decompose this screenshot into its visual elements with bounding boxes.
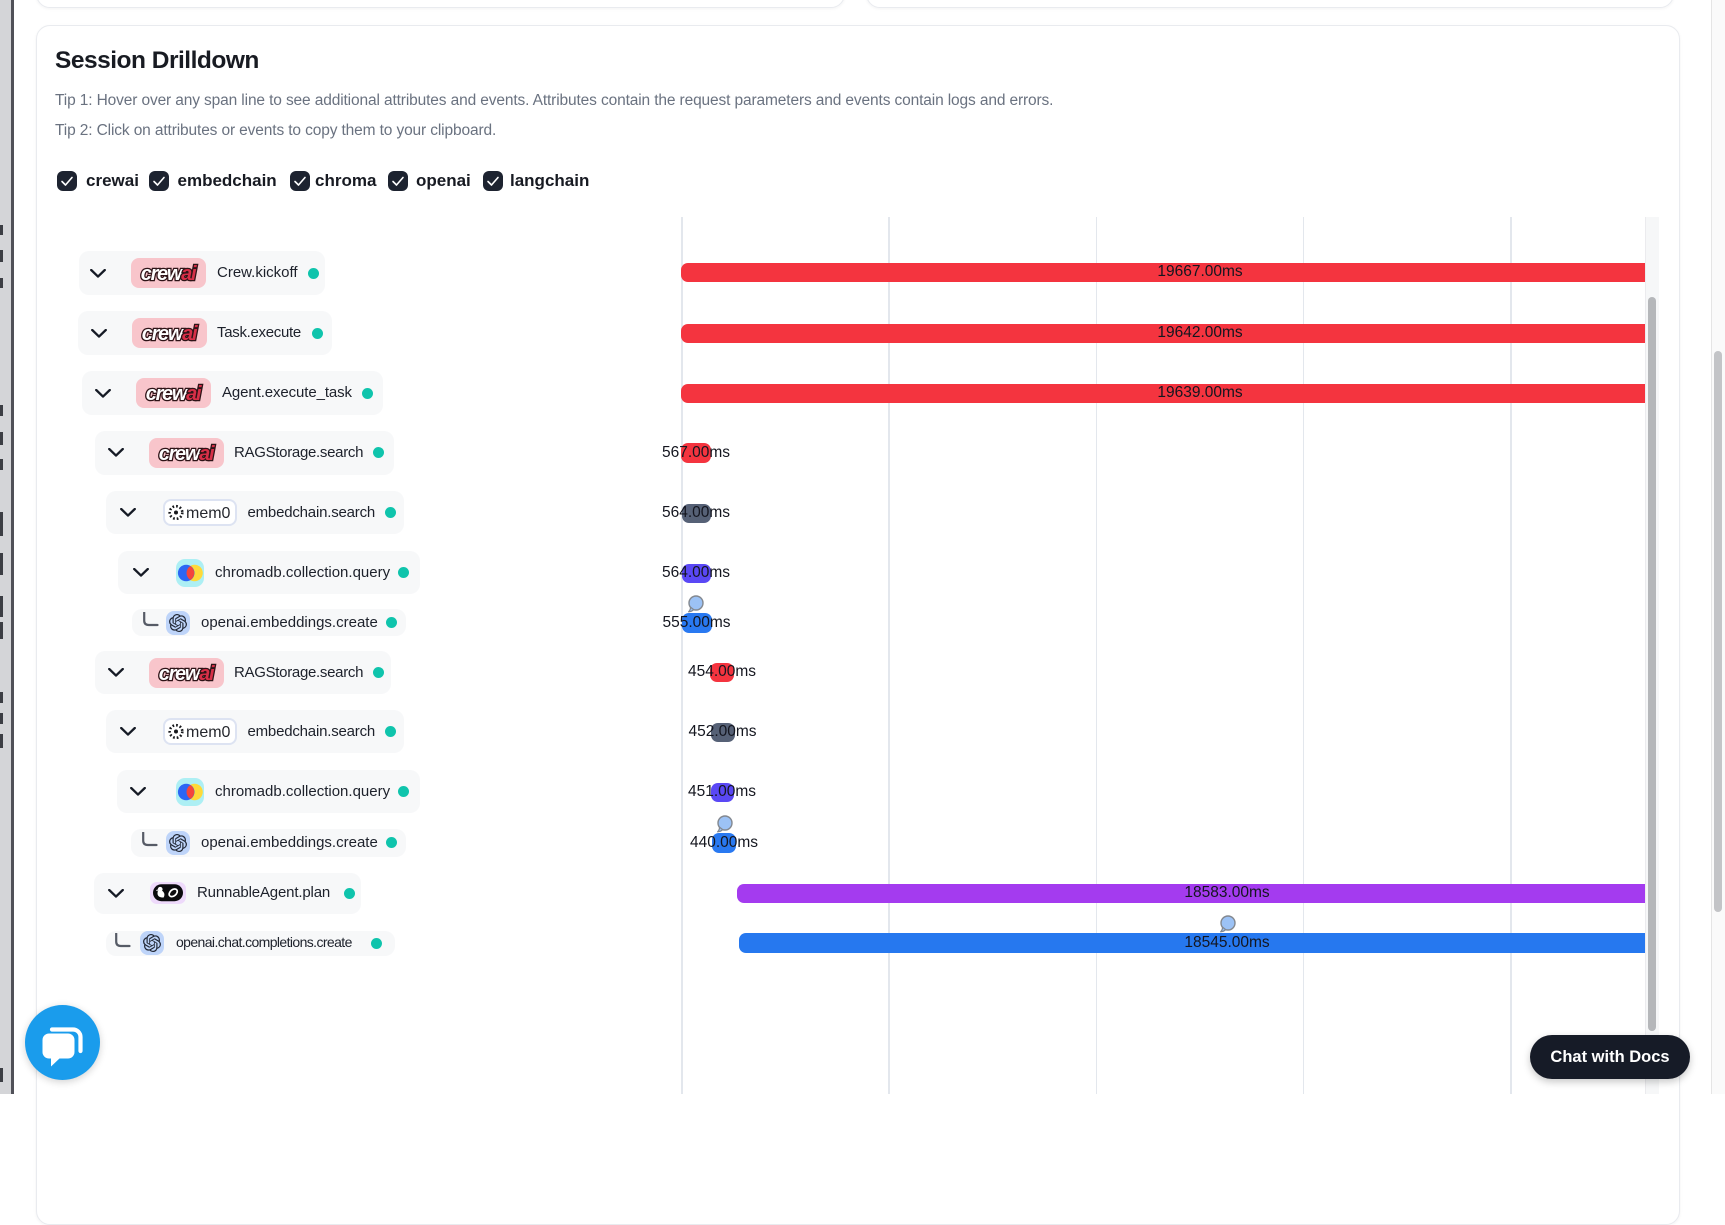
- svg-text:crewai: crewai: [159, 663, 215, 685]
- svg-text:crewai: crewai: [146, 383, 202, 405]
- svg-text:crewai: crewai: [142, 323, 198, 345]
- svg-text:crewai: crewai: [159, 443, 215, 465]
- svg-text:mem0: mem0: [186, 724, 231, 741]
- svg-text:mem0: mem0: [186, 505, 231, 522]
- svg-text:crewai: crewai: [141, 263, 197, 285]
